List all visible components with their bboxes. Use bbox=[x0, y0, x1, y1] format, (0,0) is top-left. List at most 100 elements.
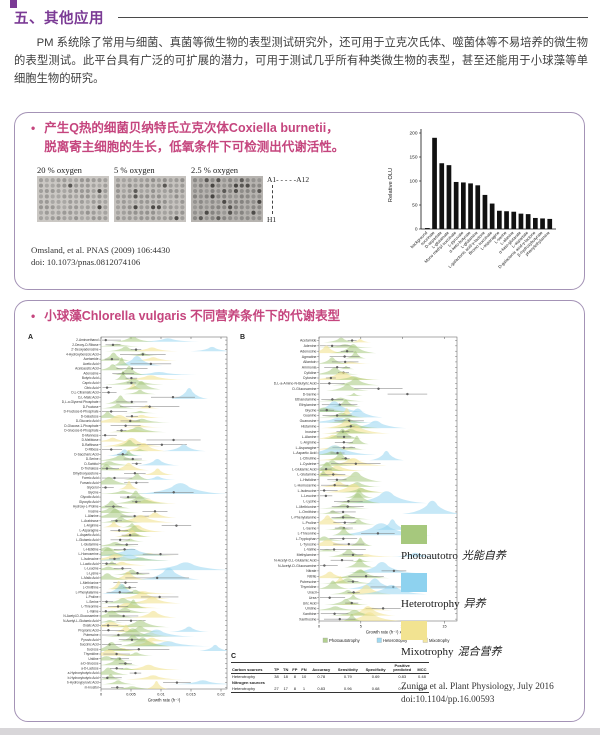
bullet-icon: • bbox=[31, 121, 36, 135]
panel-c-label: C bbox=[231, 653, 237, 660]
svg-text:L-Phenylalanine: L-Phenylalanine bbox=[291, 516, 316, 520]
svg-text:Putrescine: Putrescine bbox=[83, 633, 98, 637]
svg-text:0.01: 0.01 bbox=[157, 693, 164, 697]
svg-text:L-Ornithine: L-Ornithine bbox=[83, 586, 99, 590]
microplate-photo bbox=[114, 176, 186, 222]
svg-text:L-Isoleucine: L-Isoleucine bbox=[298, 489, 317, 493]
svg-text:L-Glutamine: L-Glutamine bbox=[81, 543, 99, 547]
svg-text:L-Proline: L-Proline bbox=[86, 595, 99, 599]
legend-text: Heterotrophy 异养 bbox=[401, 598, 486, 610]
svg-text:Butyric Acid: Butyric Acid bbox=[82, 376, 99, 380]
svg-text:L-Serine: L-Serine bbox=[303, 526, 316, 530]
plate-annotation: A1- - - - -A12 H1 bbox=[267, 175, 309, 224]
microplate-images: 20 % oxygen 5 % oxygen 2.5 % oxygen bbox=[37, 165, 268, 227]
svg-text:D-Glucose-1-Phosphate: D-Glucose-1-Phosphate bbox=[64, 424, 98, 428]
svg-text:Guanosine: Guanosine bbox=[300, 419, 317, 423]
microplate-photo bbox=[37, 176, 109, 222]
svg-text:Ammonia: Ammonia bbox=[302, 366, 317, 370]
svg-text:L-Arginine: L-Arginine bbox=[84, 524, 99, 528]
svg-text:Ethylamine: Ethylamine bbox=[299, 403, 316, 407]
svg-text:Cytosine: Cytosine bbox=[303, 376, 317, 380]
trophy-legend: Photoautotro 光能自养 Heterotrophy 异养 Mixotrophy… bbox=[401, 525, 506, 669]
svg-text:Fumaric Acid: Fumaric Acid bbox=[80, 481, 99, 485]
svg-text:L-Citrulline: L-Citrulline bbox=[300, 457, 317, 461]
ridge-plot-panel-a: A 0 0.005 0.01 0.015 0.02 Growth rate (h⁻¹) 2-A… bbox=[28, 334, 228, 703]
svg-text:m-Inositol: m-Inositol bbox=[85, 685, 99, 689]
svg-text:100: 100 bbox=[409, 179, 417, 185]
ridge-plot-panel-b: B051015Growth rate (h⁻¹) x10⁻³AcetamideA… bbox=[240, 334, 458, 643]
svg-text:L-Homoserine: L-Homoserine bbox=[78, 552, 98, 556]
svg-text:L-Lysine: L-Lysine bbox=[303, 499, 316, 503]
bar-L-pyruvate bbox=[461, 182, 466, 229]
svg-text:200: 200 bbox=[409, 131, 417, 137]
svg-text:L-Tryptophan: L-Tryptophan bbox=[296, 537, 317, 541]
bullet-icon: • bbox=[31, 309, 36, 323]
svg-text:2-Deoxy-D-Ribose: 2-Deoxy-D-Ribose bbox=[72, 343, 98, 347]
table-header: Specificity bbox=[361, 662, 390, 674]
svg-text:N-Acetyl-D-Glucosamine: N-Acetyl-D-Glucosamine bbox=[278, 564, 317, 568]
svg-text:Glycerol: Glycerol bbox=[87, 486, 99, 490]
svg-text:D-Ribose: D-Ribose bbox=[85, 448, 99, 452]
svg-text:L-Arabinose: L-Arabinose bbox=[81, 519, 98, 523]
svg-text:D,L-a-Amino-N-Butyric Acid: D,L-a-Amino-N-Butyric Acid bbox=[274, 382, 317, 386]
svg-text:L-Histidine: L-Histidine bbox=[83, 547, 98, 551]
svg-text:Capric Acid: Capric Acid bbox=[82, 381, 98, 385]
svg-text:Growth rate (h⁻¹): Growth rate (h⁻¹) bbox=[148, 698, 181, 703]
svg-text:Uridine: Uridine bbox=[305, 607, 316, 611]
svg-text:Uracil: Uracil bbox=[308, 591, 317, 595]
svg-text:2'-Deoxyadenosine: 2'-Deoxyadenosine bbox=[71, 348, 98, 352]
legend-swatch-Photoautotrophy bbox=[322, 637, 328, 643]
table-row: Nitrogen sources bbox=[232, 680, 265, 686]
svg-text:D-Saccharic Acid: D-Saccharic Acid bbox=[74, 452, 98, 456]
legend-color-swatch bbox=[401, 621, 427, 640]
figure-box-coxiella: •产生Q热的细菌贝纳特氏立克次体Coxiella burnetii， •脱离寄主… bbox=[14, 112, 585, 290]
bar-L-glutamate bbox=[446, 165, 452, 229]
svg-text:L-Valine: L-Valine bbox=[304, 548, 317, 552]
svg-text:L-Serine: L-Serine bbox=[86, 600, 98, 604]
svg-text:Nitrate: Nitrate bbox=[306, 569, 316, 573]
bar-L-galactonic acid-γ-lactone bbox=[482, 194, 488, 229]
svg-text:Oxalic Acid: Oxalic Acid bbox=[83, 624, 99, 628]
svg-text:Hydroxy-L-Proline: Hydroxy-L-Proline bbox=[73, 505, 99, 509]
svg-text:0: 0 bbox=[415, 227, 418, 233]
bar-D-galactonic acid-γ-lactone bbox=[533, 217, 538, 229]
svg-text:Allantoin: Allantoin bbox=[303, 360, 316, 364]
svg-text:a-D-Glucose: a-D-Glucose bbox=[81, 662, 99, 666]
heading-rule bbox=[118, 17, 588, 18]
svg-text:Histamine: Histamine bbox=[301, 424, 317, 428]
svg-text:L-Arginine: L-Arginine bbox=[301, 441, 317, 445]
bar-y-axis-label: Relative OLU bbox=[388, 168, 394, 202]
svg-text:Citric Acid: Citric Acid bbox=[84, 386, 98, 390]
legend-color-swatch bbox=[401, 525, 427, 544]
svg-text:4-Hydroxybenzoic Acid: 4-Hydroxybenzoic Acid bbox=[66, 352, 99, 356]
svg-text:N-Acetyl-D-Glucosamine: N-Acetyl-D-Glucosamine bbox=[63, 614, 98, 618]
svg-text:Inosine: Inosine bbox=[305, 430, 316, 434]
svg-text:Adenosine: Adenosine bbox=[300, 349, 317, 353]
svg-text:Sucrose: Sucrose bbox=[87, 647, 99, 651]
svg-text:D-Gluconic Acid: D-Gluconic Acid bbox=[76, 419, 99, 423]
svg-text:0.015: 0.015 bbox=[186, 693, 196, 697]
svg-text:L-Alanine: L-Alanine bbox=[85, 514, 99, 518]
svg-text:D-Sorbitol: D-Sorbitol bbox=[84, 462, 98, 466]
svg-text:L-Glutamine: L-Glutamine bbox=[297, 473, 316, 477]
citation-omsland: Omsland, et al. PNAS (2009) 106:4430 doi… bbox=[31, 245, 170, 269]
page-title: 五、其他应用 bbox=[14, 11, 104, 27]
legend-text: Mixotrophy 混合营养 bbox=[401, 646, 502, 658]
box1-title: •产生Q热的细菌贝纳特氏立克次体Coxiella burnetii， •脱离寄主… bbox=[31, 119, 344, 158]
svg-text:D-Fructose: D-Fructose bbox=[83, 405, 99, 409]
bar-L-serine bbox=[504, 211, 509, 229]
metrics-table-panel: C Carbon sources TP TN FP FN Accuracy Sensitiv… bbox=[231, 653, 431, 693]
svg-text:L-Lactic Acid: L-Lactic Acid bbox=[80, 562, 98, 566]
svg-text:15: 15 bbox=[442, 625, 446, 629]
svg-text:D-Galactose: D-Galactose bbox=[81, 414, 99, 418]
svg-text:L-Lysine: L-Lysine bbox=[87, 571, 99, 575]
svg-text:L-Glutamic Acid: L-Glutamic Acid bbox=[76, 538, 99, 542]
plate-label: 20 % oxygen bbox=[37, 165, 82, 175]
svg-text:50: 50 bbox=[412, 203, 418, 209]
legend-item-mixotrophy: Mixotrophy 混合营养 bbox=[401, 621, 506, 659]
svg-text:L-Methionine: L-Methionine bbox=[296, 505, 316, 509]
svg-text:D-Fructose-6-Phosphate: D-Fructose-6-Phosphate bbox=[64, 410, 99, 414]
svg-text:Formic Acid: Formic Acid bbox=[82, 476, 99, 480]
bar-background bbox=[425, 228, 430, 229]
svg-text:Xanthine: Xanthine bbox=[303, 612, 317, 616]
